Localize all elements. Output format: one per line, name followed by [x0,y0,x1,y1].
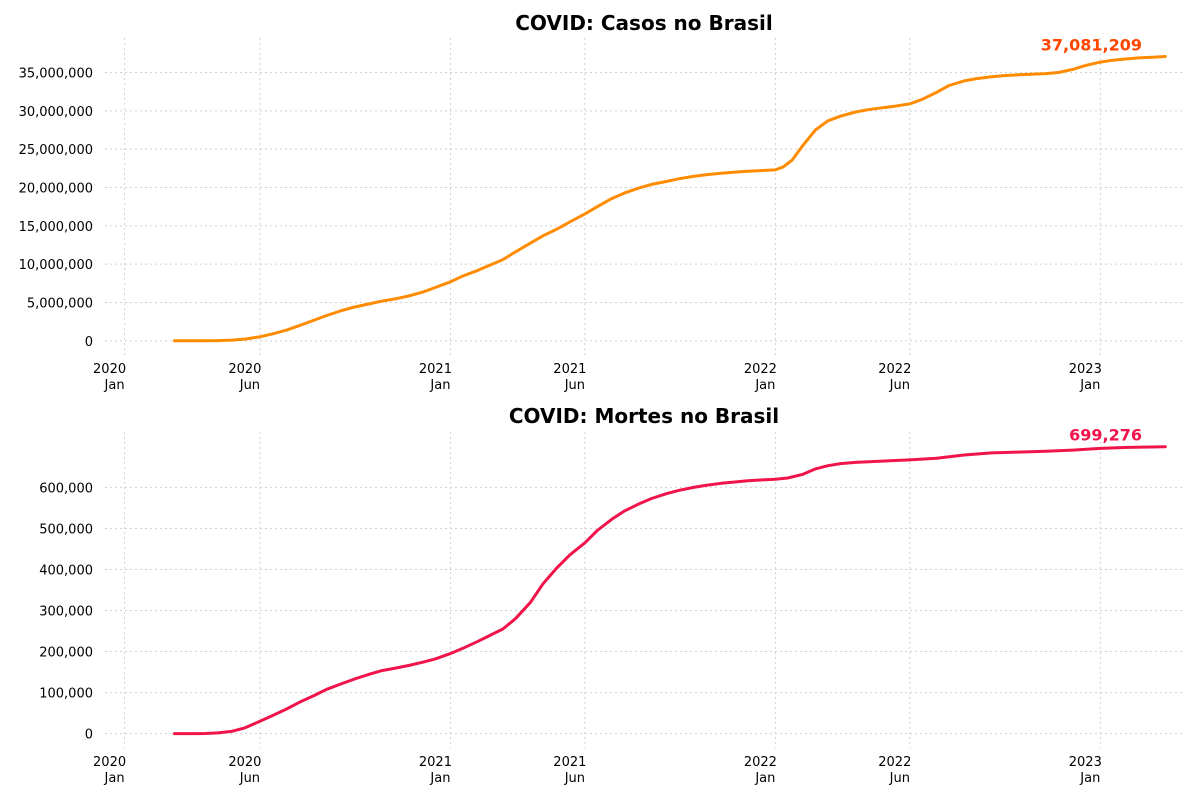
chart-title: COVID: Mortes no Brasil [509,404,779,428]
x-tick-label: Jan [104,378,125,393]
x-tick-label: Jan [104,771,125,786]
x-tick-label: 2023 [1069,755,1102,770]
last-value-annotation: 699,276 [1069,426,1142,445]
x-tick-label: Jun [239,378,260,393]
x-tick-label: Jan [429,771,450,786]
x-tick-label: 2020 [93,755,126,770]
last-value-annotation: 37,081,209 [1041,36,1142,55]
chart-title: COVID: Casos no Brasil [515,11,772,35]
y-tick-label: 300,000 [39,605,93,620]
x-tick-label: 2021 [553,362,586,377]
y-tick-label: 5,000,000 [27,296,93,311]
x-tick-label: 2020 [228,755,261,770]
y-tick-label: 30,000,000 [19,105,93,120]
x-tick-label: Jun [889,378,910,393]
x-tick-label: 2023 [1069,362,1102,377]
x-tick-label: Jan [754,771,775,786]
x-tick-label: 2021 [553,755,586,770]
series-line [172,445,1167,736]
y-tick-label: 25,000,000 [19,143,93,158]
y-tick-label: 100,000 [39,687,93,702]
y-tick-label: 10,000,000 [19,258,93,273]
x-tick-label: Jun [239,771,260,786]
chart-panel-1: COVID: Casos no Brasil 0 5,000,000 10,000,0… [19,11,1184,393]
x-tick-label: 2022 [878,755,911,770]
x-tick-label: Jan [754,378,775,393]
series-line [172,55,1167,343]
y-tick-label: 20,000,000 [19,181,93,196]
x-tick-label: 2022 [744,755,777,770]
y-tick-label: 15,000,000 [19,220,93,235]
x-tick-label: 2020 [228,362,261,377]
x-tick-label: 2022 [878,362,911,377]
x-tick-label: 2022 [744,362,777,377]
x-tick-label: Jun [564,378,585,393]
x-tick-label: Jan [1079,771,1100,786]
x-tick-label: 2021 [419,362,452,377]
y-tick-label: 500,000 [39,522,93,537]
y-tick-label: 35,000,000 [19,66,93,81]
x-tick-label: Jun [889,771,910,786]
chart-panel-2: COVID: Mortes no Brasil 0 100,000 200,000 30… [39,404,1184,786]
y-tick-label: 0 [85,335,93,350]
y-tick-label: 200,000 [39,646,93,661]
y-tick-label: 0 [85,728,93,743]
x-tick-label: Jun [564,771,585,786]
x-tick-label: Jan [1079,378,1100,393]
x-tick-label: 2021 [419,755,452,770]
y-tick-label: 600,000 [39,481,93,496]
x-tick-label: Jan [429,378,450,393]
x-tick-label: 2020 [93,362,126,377]
y-tick-label: 400,000 [39,563,93,578]
